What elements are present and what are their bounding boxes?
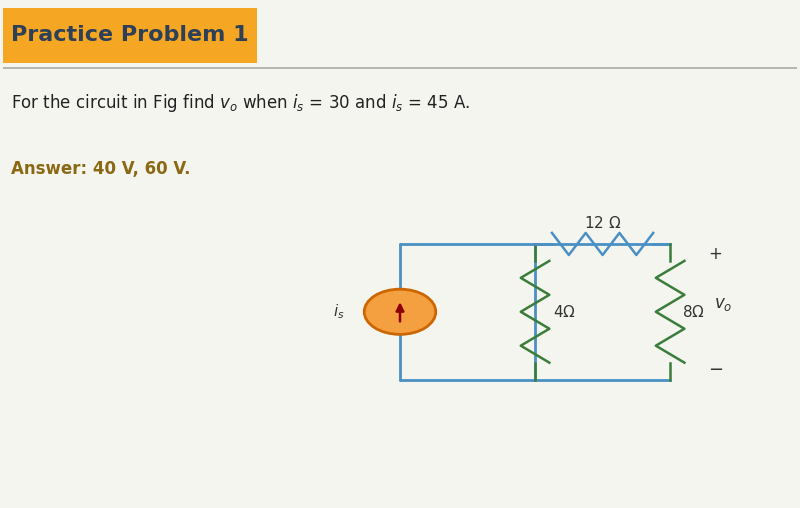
Text: +: +	[708, 245, 722, 263]
FancyBboxPatch shape	[2, 8, 257, 63]
Text: 12 $\Omega$: 12 $\Omega$	[584, 215, 622, 231]
Text: −: −	[708, 361, 723, 378]
Text: 4$\Omega$: 4$\Omega$	[553, 304, 575, 320]
Text: $v_o$: $v_o$	[714, 295, 732, 313]
Text: For the circuit in Fig find $v_o$ when $i_s$ = 30 and $i_s$ = 45 A.: For the circuit in Fig find $v_o$ when $…	[10, 92, 470, 114]
Text: Practice Problem 1: Practice Problem 1	[10, 25, 248, 45]
Text: 8$\Omega$: 8$\Omega$	[682, 304, 705, 320]
Text: Answer: 40 V, 60 V.: Answer: 40 V, 60 V.	[10, 160, 190, 178]
Text: $i_s$: $i_s$	[333, 302, 344, 321]
Circle shape	[364, 289, 436, 334]
